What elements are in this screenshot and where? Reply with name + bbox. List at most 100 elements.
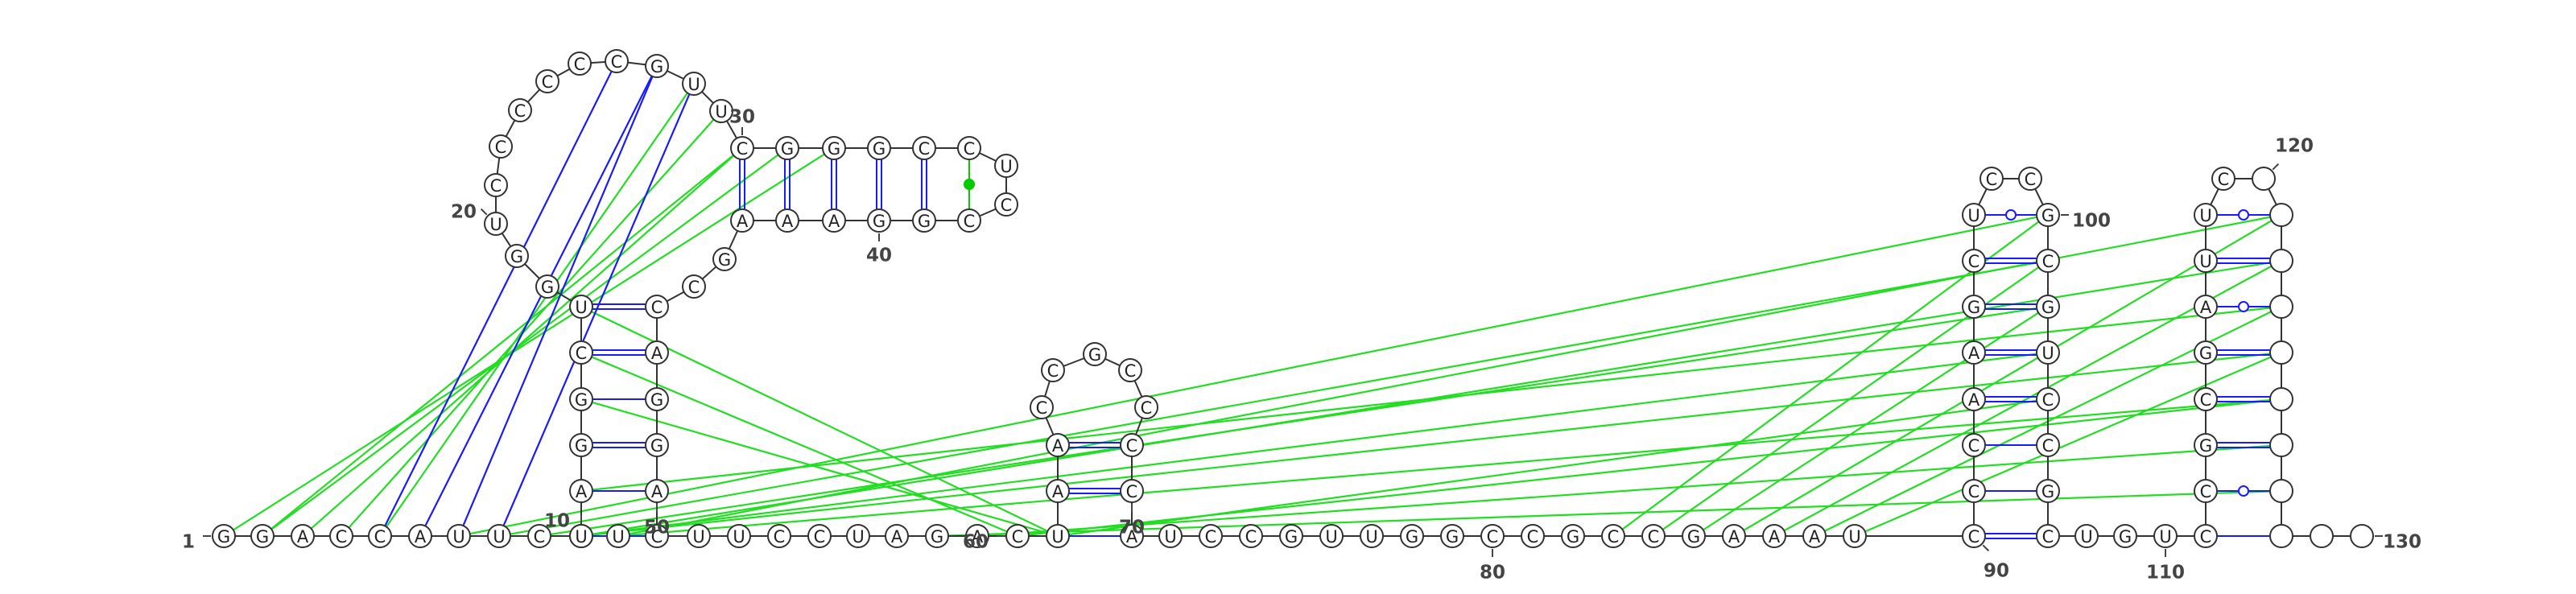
nucleotide-circle: [645, 340, 669, 365]
nucleotide-letter: U: [489, 215, 502, 234]
nucleotide: G: [1279, 524, 1303, 548]
nucleotide: G: [867, 208, 891, 233]
nucleotide: A: [569, 479, 593, 503]
nucleotide-letter: C: [1986, 170, 1998, 189]
nucleotide-circle: [727, 524, 751, 548]
nucleotide-letter: G: [541, 278, 554, 297]
nucleotide-letter: G: [510, 247, 523, 266]
nucleotide-letter: A: [782, 212, 794, 231]
nucleotide-letter: A: [1968, 390, 1980, 410]
nucleotide: C: [2036, 433, 2060, 457]
nucleotide-circle: [1120, 479, 1144, 503]
nucleotide-circle: [1005, 524, 1030, 548]
nucleotide-letter: A: [1052, 482, 1064, 501]
nucleotide-letter: G: [256, 527, 269, 547]
nucleotide: C: [682, 274, 706, 299]
nucleotide-circle: [2036, 524, 2060, 548]
nucleotide-circle: [645, 387, 669, 411]
nucleotide-letter: G: [1406, 527, 1418, 547]
nucleotide: C: [645, 295, 669, 319]
nucleotide: C: [1199, 524, 1223, 548]
nucleotide-circle: [535, 69, 559, 93]
nucleotide-letter: U: [575, 298, 587, 317]
nucleotide: [2252, 167, 2276, 191]
nucleotide-circle: [2036, 203, 2060, 227]
nucleotide-letter: C: [374, 527, 386, 547]
nucleotide-letter: A: [2200, 298, 2212, 317]
nucleotide-letter: G: [1285, 527, 1298, 547]
nucleotide-letter: U: [2041, 344, 2054, 363]
nucleotide: C: [605, 49, 629, 73]
nucleotide-letter: C: [1125, 361, 1137, 381]
pseudoknot-link-green: [580, 398, 1059, 538]
nucleotide-letter: G: [2119, 527, 2132, 547]
nucleotide: U: [727, 524, 751, 548]
nucleotide: A: [1120, 524, 1144, 548]
nucleotide: G: [535, 274, 559, 299]
nucleotide-circle: [1239, 524, 1263, 548]
nucleotide-letter: C: [1968, 436, 1980, 456]
nucleotide: C: [1118, 358, 1142, 382]
position-label: 30: [729, 107, 755, 128]
nucleotide: C: [2036, 249, 2060, 273]
nucleotide-circle: [2269, 433, 2293, 457]
nucleotide: C: [1962, 479, 1986, 503]
nucleotide-circle: [212, 524, 236, 548]
nucleotide-letter: C: [542, 72, 554, 92]
nucleotide-circle: [846, 524, 870, 548]
nucleotide-circle: [1120, 433, 1144, 457]
nucleotide-circle: [484, 212, 508, 236]
nucleotide-letter: C: [964, 139, 976, 159]
nucleotide: G: [2113, 524, 2137, 548]
nucleotide: C: [2036, 387, 2060, 411]
nucleotide-letter: G: [575, 436, 588, 456]
nucleotide: A: [730, 208, 754, 233]
nucleotide-circle: [1962, 387, 1986, 411]
nucleotide-circle: [2269, 203, 2293, 227]
nucleotide: U: [606, 524, 630, 548]
nucleotide: U: [569, 295, 593, 319]
nucleotide-letter: C: [1126, 436, 1138, 456]
nucleotide-circle: [1134, 395, 1158, 419]
nucleotide: C: [2194, 387, 2218, 411]
nucleotide-letter: C: [2042, 390, 2054, 410]
nucleotide: C: [2211, 167, 2235, 191]
pseudoknot-link-green: [379, 83, 695, 537]
nucleotide: G: [912, 208, 936, 233]
nucleotide: C: [484, 173, 508, 197]
nucleotide-letter: U: [852, 527, 864, 547]
nucleotide: U: [2036, 340, 2060, 365]
nucleotide: U: [2074, 524, 2099, 548]
nucleotide: C: [1962, 433, 1986, 457]
nucleotide: A: [1962, 340, 1986, 365]
position-label: 80: [1480, 563, 1505, 584]
nucleotide-letter: G: [575, 390, 588, 410]
nucleotide: G: [645, 54, 669, 78]
nucleotide-letter: G: [1446, 527, 1459, 547]
nucleotide-letter: U: [493, 527, 505, 547]
nucleotide-circle: [730, 208, 754, 233]
nucleotide: A: [408, 524, 432, 548]
nucleotide-letter: A: [1769, 527, 1781, 547]
gu-wobble-marker: [2238, 209, 2249, 221]
pseudoknot-link-green: [223, 147, 835, 537]
nucleotide-circle: [569, 479, 593, 503]
nucleotide-letter: U: [1848, 527, 1860, 547]
position-label: 40: [866, 245, 892, 266]
nucleotide-letter: U: [1051, 527, 1063, 547]
nucleotide-letter: G: [217, 527, 230, 547]
nucleotide-letter: C: [2200, 482, 2212, 501]
nucleotide-circle: [682, 72, 706, 96]
nucleotide-letter: G: [873, 139, 886, 159]
nucleotide-letter: C: [336, 527, 348, 547]
nucleotide: U: [682, 72, 706, 96]
nucleotide: C: [1005, 524, 1030, 548]
pseudoknot-link-green: [580, 351, 1018, 538]
nucleotide-circle: [687, 524, 711, 548]
nucleotide: C: [957, 136, 981, 160]
nucleotide-letter: C: [1968, 252, 1980, 271]
nucleotide: C: [1962, 249, 1986, 273]
nucleotide-letter: A: [651, 482, 663, 501]
nucleotide: C: [2018, 167, 2042, 191]
nucleotide-circle: [2194, 387, 2218, 411]
